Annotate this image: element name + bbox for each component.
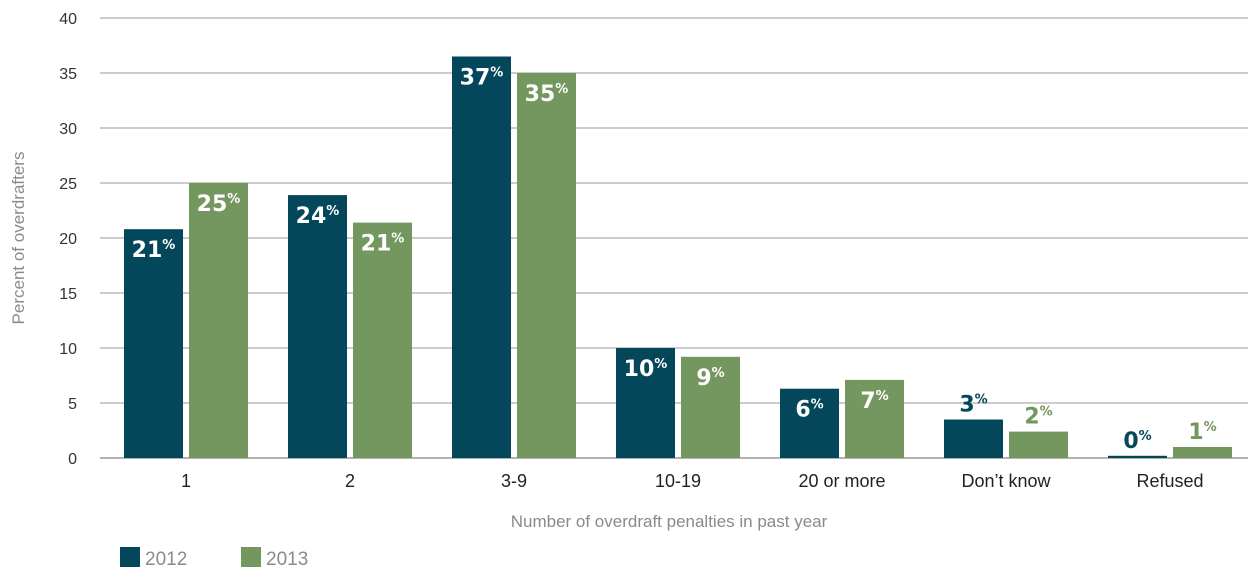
data-label-value: 1 [1188,420,1203,445]
y-tick-label: 40 [59,11,77,28]
data-label: 9% [696,366,724,391]
bar-2013-2 [517,73,576,458]
y-tick-label: 5 [68,396,77,413]
data-label: 3% [959,393,987,418]
x-category-label: Don’t know [961,471,1051,491]
bar-2012-1 [288,195,347,458]
x-category-label: 1 [181,471,191,491]
y-tick-label: 0 [68,451,77,468]
data-label-unit: % [490,66,503,81]
x-axis-categories: 1 2 3-9 10-19 20 or more Don’t know Refused [181,471,1204,491]
legend-swatch-2012 [120,547,140,567]
data-label: 7% [860,389,888,414]
data-label-value: 7 [860,389,875,414]
x-category-label: 3-9 [501,471,527,491]
legend: 2012 2013 [120,547,308,568]
bars [124,56,1232,458]
bar-2012-0 [124,229,183,458]
data-label: 6% [795,398,823,423]
y-tick-label: 30 [59,121,77,138]
bar-2013-0 [189,183,248,458]
data-label-unit: % [162,238,175,253]
data-label: 0% [1123,429,1151,454]
data-label-unit: % [811,398,824,413]
data-label-value: 0 [1123,429,1138,454]
x-axis-title: Number of overdraft penalties in past ye… [511,512,828,531]
x-category-label: Refused [1136,471,1203,491]
bar-2013-6 [1173,447,1232,458]
data-label-unit: % [326,204,339,219]
data-labels: 21%25%24%21%37%35%10%9%6% 7% 3%2%0% 1% [132,66,1217,454]
bar-2012-5 [944,419,1003,458]
data-label-unit: % [876,389,889,404]
data-label: 35% [525,82,569,107]
data-label: 37% [460,66,504,91]
data-label-unit: % [1204,420,1217,435]
bar-2012-2 [452,56,511,458]
data-label-unit: % [1139,429,1152,444]
data-label-value: 21 [361,232,392,257]
legend-label: 2013 [266,549,308,568]
data-label: 21% [132,238,176,263]
data-label: 10% [624,357,668,382]
data-label-unit: % [391,232,404,247]
bar-2013-3 [681,356,740,458]
bar-2012-3 [616,348,675,458]
data-label: 21% [361,232,405,257]
data-label: 24% [296,204,340,229]
data-label-unit: % [555,82,568,97]
data-label: 1% [1188,420,1216,445]
y-axis-ticks: 0 5 10 15 20 25 30 35 40 [59,11,77,468]
y-tick-label: 15 [59,286,77,303]
data-label: 25% [197,192,241,217]
legend-label: 2012 [145,549,187,568]
data-label-unit: % [227,192,240,207]
data-label-value: 2 [1024,405,1039,430]
data-label-value: 9 [696,366,711,391]
bar-2012-4 [780,388,839,458]
y-tick-label: 10 [59,341,77,358]
y-axis-title: Percent of overdrafters [9,152,28,325]
y-tick-label: 20 [59,231,77,248]
data-label-value: 3 [959,393,974,418]
data-label-unit: % [975,393,988,408]
y-tick-label: 25 [59,176,77,193]
bar-2013-4 [845,379,904,458]
data-label-value: 35 [525,82,556,107]
data-label-unit: % [654,357,667,372]
data-label-value: 6 [795,398,810,423]
x-category-label: 20 or more [798,471,885,491]
bar-2013-5 [1009,431,1068,458]
x-category-label: 10-19 [655,471,701,491]
data-label-value: 24 [296,204,327,229]
bar-2013-1 [353,222,412,458]
bar-2012-6 [1108,455,1167,458]
data-label-value: 21 [132,238,163,263]
legend-swatch-2013 [241,547,261,567]
y-tick-label: 35 [59,66,77,83]
data-label-value: 25 [197,192,228,217]
x-category-label: 2 [345,471,355,491]
data-label: 2% [1024,405,1052,430]
data-label-value: 10 [624,357,655,382]
data-label-unit: % [1040,405,1053,420]
data-label-value: 37 [460,66,491,91]
data-label-unit: % [712,366,725,381]
